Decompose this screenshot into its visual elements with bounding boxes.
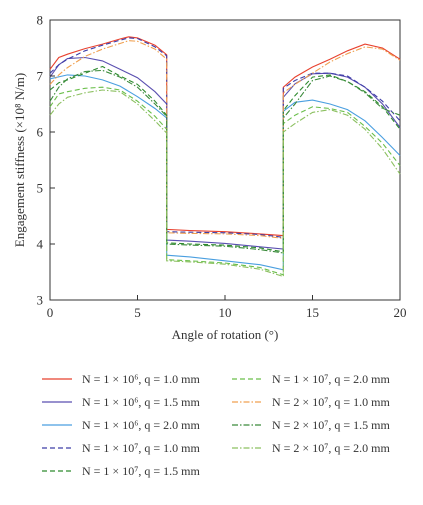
- legend-label: N = 1 × 10⁷, q = 1.0 mm: [82, 441, 200, 455]
- series-line-7: [49, 40, 401, 240]
- x-tick-label: 0: [47, 305, 54, 320]
- series-line-1: [49, 36, 401, 237]
- x-tick-label: 15: [306, 305, 319, 320]
- x-axis-title: Angle of rotation (°): [172, 327, 279, 342]
- plot-area: [49, 19, 401, 301]
- series-line-6: [49, 86, 401, 276]
- legend-label: N = 1 × 10⁷, q = 1.5 mm: [82, 464, 200, 478]
- x-tick-label: 10: [219, 305, 232, 320]
- legend-label: N = 1 × 10⁶, q = 1.0 mm: [82, 372, 200, 386]
- y-tick-label: 7: [37, 69, 44, 84]
- series-line-8: [49, 69, 401, 254]
- y-tick-label: 6: [37, 125, 44, 140]
- y-tick-label: 4: [37, 237, 44, 252]
- series-line-3: [49, 74, 401, 271]
- series-layer: [49, 36, 401, 278]
- legend-label: N = 1 × 10⁷, q = 2.0 mm: [272, 372, 390, 386]
- legend-label: N = 1 × 10⁶, q = 2.0 mm: [82, 418, 200, 432]
- y-tick-label: 3: [37, 293, 44, 308]
- legend: N = 1 × 10⁶, q = 1.0 mm N = 1 × 10⁶, q = …: [42, 372, 390, 478]
- legend-label: N = 2 × 10⁷, q = 1.0 mm: [272, 395, 390, 409]
- legend-label: N = 2 × 10⁷, q = 2.0 mm: [272, 441, 390, 455]
- plot-border: [49, 19, 401, 301]
- legend-label: N = 2 × 10⁷, q = 1.5 mm: [272, 418, 390, 432]
- y-tick-label: 5: [37, 181, 44, 196]
- y-tick-label: 8: [37, 13, 44, 28]
- x-tick-label: 5: [134, 305, 141, 320]
- legend-label: N = 1 × 10⁶, q = 1.5 mm: [82, 395, 200, 409]
- y-axis-title: Engagement stiffness (×10⁸ N/m): [12, 73, 27, 247]
- series-line-9: [49, 89, 401, 278]
- series-line-5: [49, 65, 401, 253]
- axes: 0 5 10 15 20 3 4 5 6 7 8: [37, 13, 407, 321]
- series-line-2: [49, 56, 401, 250]
- x-tick-label: 20: [394, 305, 407, 320]
- series-line-4: [49, 37, 401, 238]
